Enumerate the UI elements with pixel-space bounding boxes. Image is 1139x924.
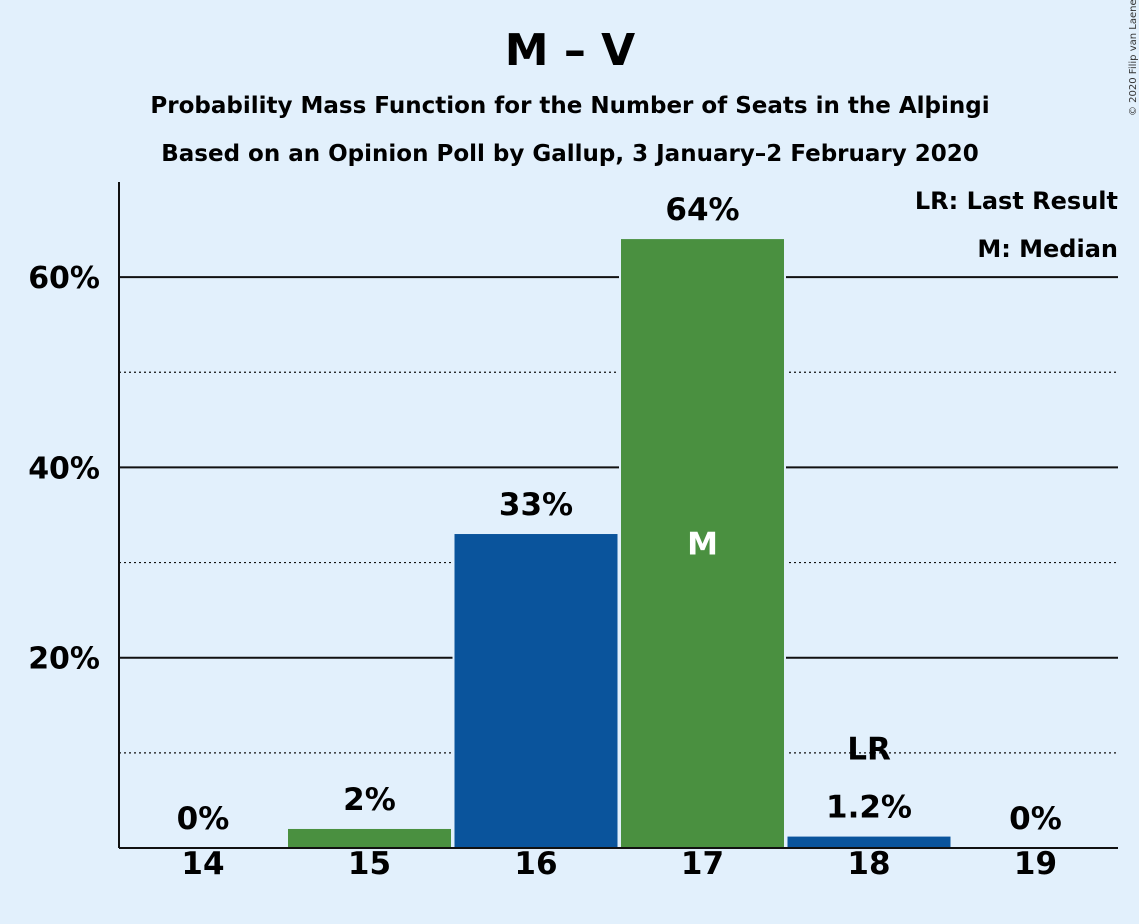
data-label: 0% <box>177 801 230 837</box>
chart-title: M – V <box>505 25 635 76</box>
x-tick-label: 18 <box>847 846 890 882</box>
last-result-marker: LR <box>847 732 891 768</box>
data-label: 33% <box>499 487 573 523</box>
data-label: 0% <box>1009 801 1062 837</box>
bar <box>454 534 618 848</box>
x-tick-label: 14 <box>181 846 224 882</box>
gridlines <box>119 276 1118 754</box>
x-tick-label: 15 <box>348 846 391 882</box>
copyright-note: © 2020 Filip van Laenen <box>1128 0 1139 116</box>
data-label: 1.2% <box>826 790 912 826</box>
chart-subtitle-2: Based on an Opinion Poll by Gallup, 3 Ja… <box>161 141 979 167</box>
data-label: 64% <box>665 192 739 228</box>
legend-median: M: Median <box>977 235 1118 263</box>
y-tick-label: 60% <box>28 261 100 296</box>
y-tick-label: 20% <box>28 642 100 677</box>
bar <box>787 836 951 848</box>
axes <box>118 182 1118 849</box>
chart-subtitle-1: Probability Mass Function for the Number… <box>150 93 989 119</box>
bar <box>288 828 451 848</box>
x-tick-label: 17 <box>681 846 724 882</box>
median-marker: M <box>687 527 718 563</box>
data-labels: 20% 40% 60% 0% 14 2% 15 33% 16 64% 17 1.2% 18 0% 19 M LR <box>28 192 1062 882</box>
bars <box>286 236 953 849</box>
legend-last-result: LR: Last Result <box>915 187 1118 215</box>
x-tick-label: 19 <box>1014 846 1057 882</box>
x-tick-label: 16 <box>514 846 557 882</box>
bar <box>621 239 784 849</box>
y-tick-label: 40% <box>28 451 100 486</box>
data-label: 2% <box>343 782 396 818</box>
